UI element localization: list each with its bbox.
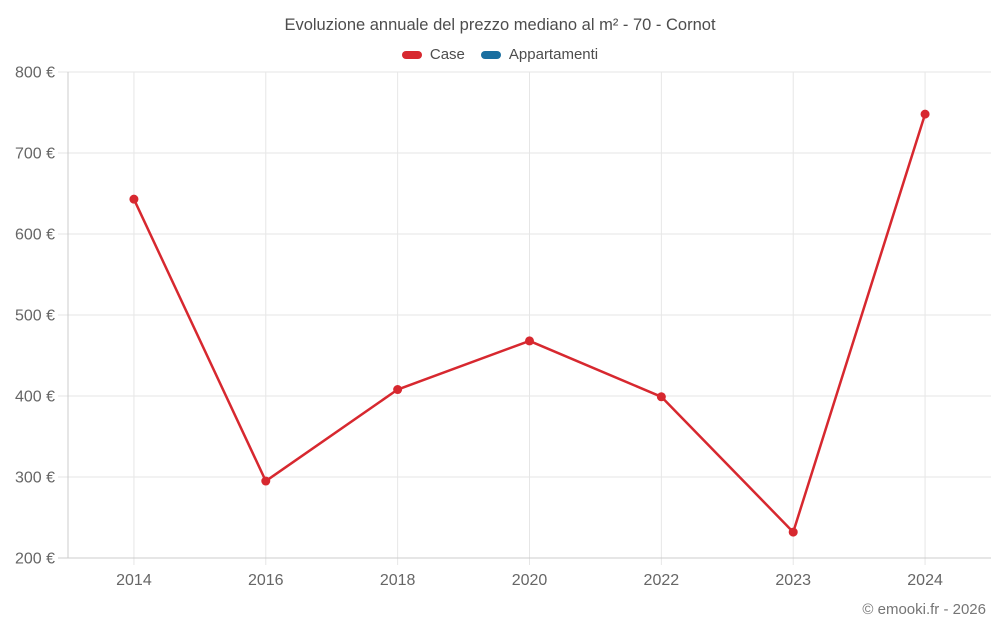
y-tick-label: 300 € [15,470,55,487]
data-point-case-2016[interactable] [261,476,271,486]
chart-legend: Case Appartamenti [0,46,1000,63]
x-tick-label: 2024 [907,572,943,589]
x-tick-label: 2022 [644,572,680,589]
x-tick-label: 2014 [116,572,152,589]
data-point-case-2023[interactable] [788,527,798,537]
x-tick-label: 2023 [775,572,811,589]
legend-item-appartamenti[interactable]: Appartamenti [480,46,599,63]
x-tick-label: 2020 [512,572,548,589]
copyright-footer: © emooki.fr - 2026 [862,601,986,618]
legend-swatch-appartamenti [480,50,501,59]
y-tick-label: 800 € [15,65,55,82]
data-point-case-2014[interactable] [129,194,139,204]
chart-title: Evoluzione annuale del prezzo mediano al… [284,16,716,34]
legend-item-case[interactable]: Case [401,46,465,63]
y-tick-label: 500 € [15,308,55,325]
legend-label-appartamenti: Appartamenti [508,46,599,63]
legend-label-case: Case [429,46,465,63]
data-point-case-2022[interactable] [656,392,666,402]
y-tick-label: 200 € [15,551,55,568]
data-point-case-2024[interactable] [920,109,930,119]
legend-swatch-case [401,50,422,59]
data-point-case-2018[interactable] [393,385,403,395]
x-tick-label: 2018 [380,572,416,589]
y-tick-label: 400 € [15,389,55,406]
data-point-case-2020[interactable] [525,336,534,346]
y-tick-label: 600 € [15,227,55,244]
x-tick-label: 2016 [248,572,284,589]
y-tick-label: 700 € [15,146,55,163]
